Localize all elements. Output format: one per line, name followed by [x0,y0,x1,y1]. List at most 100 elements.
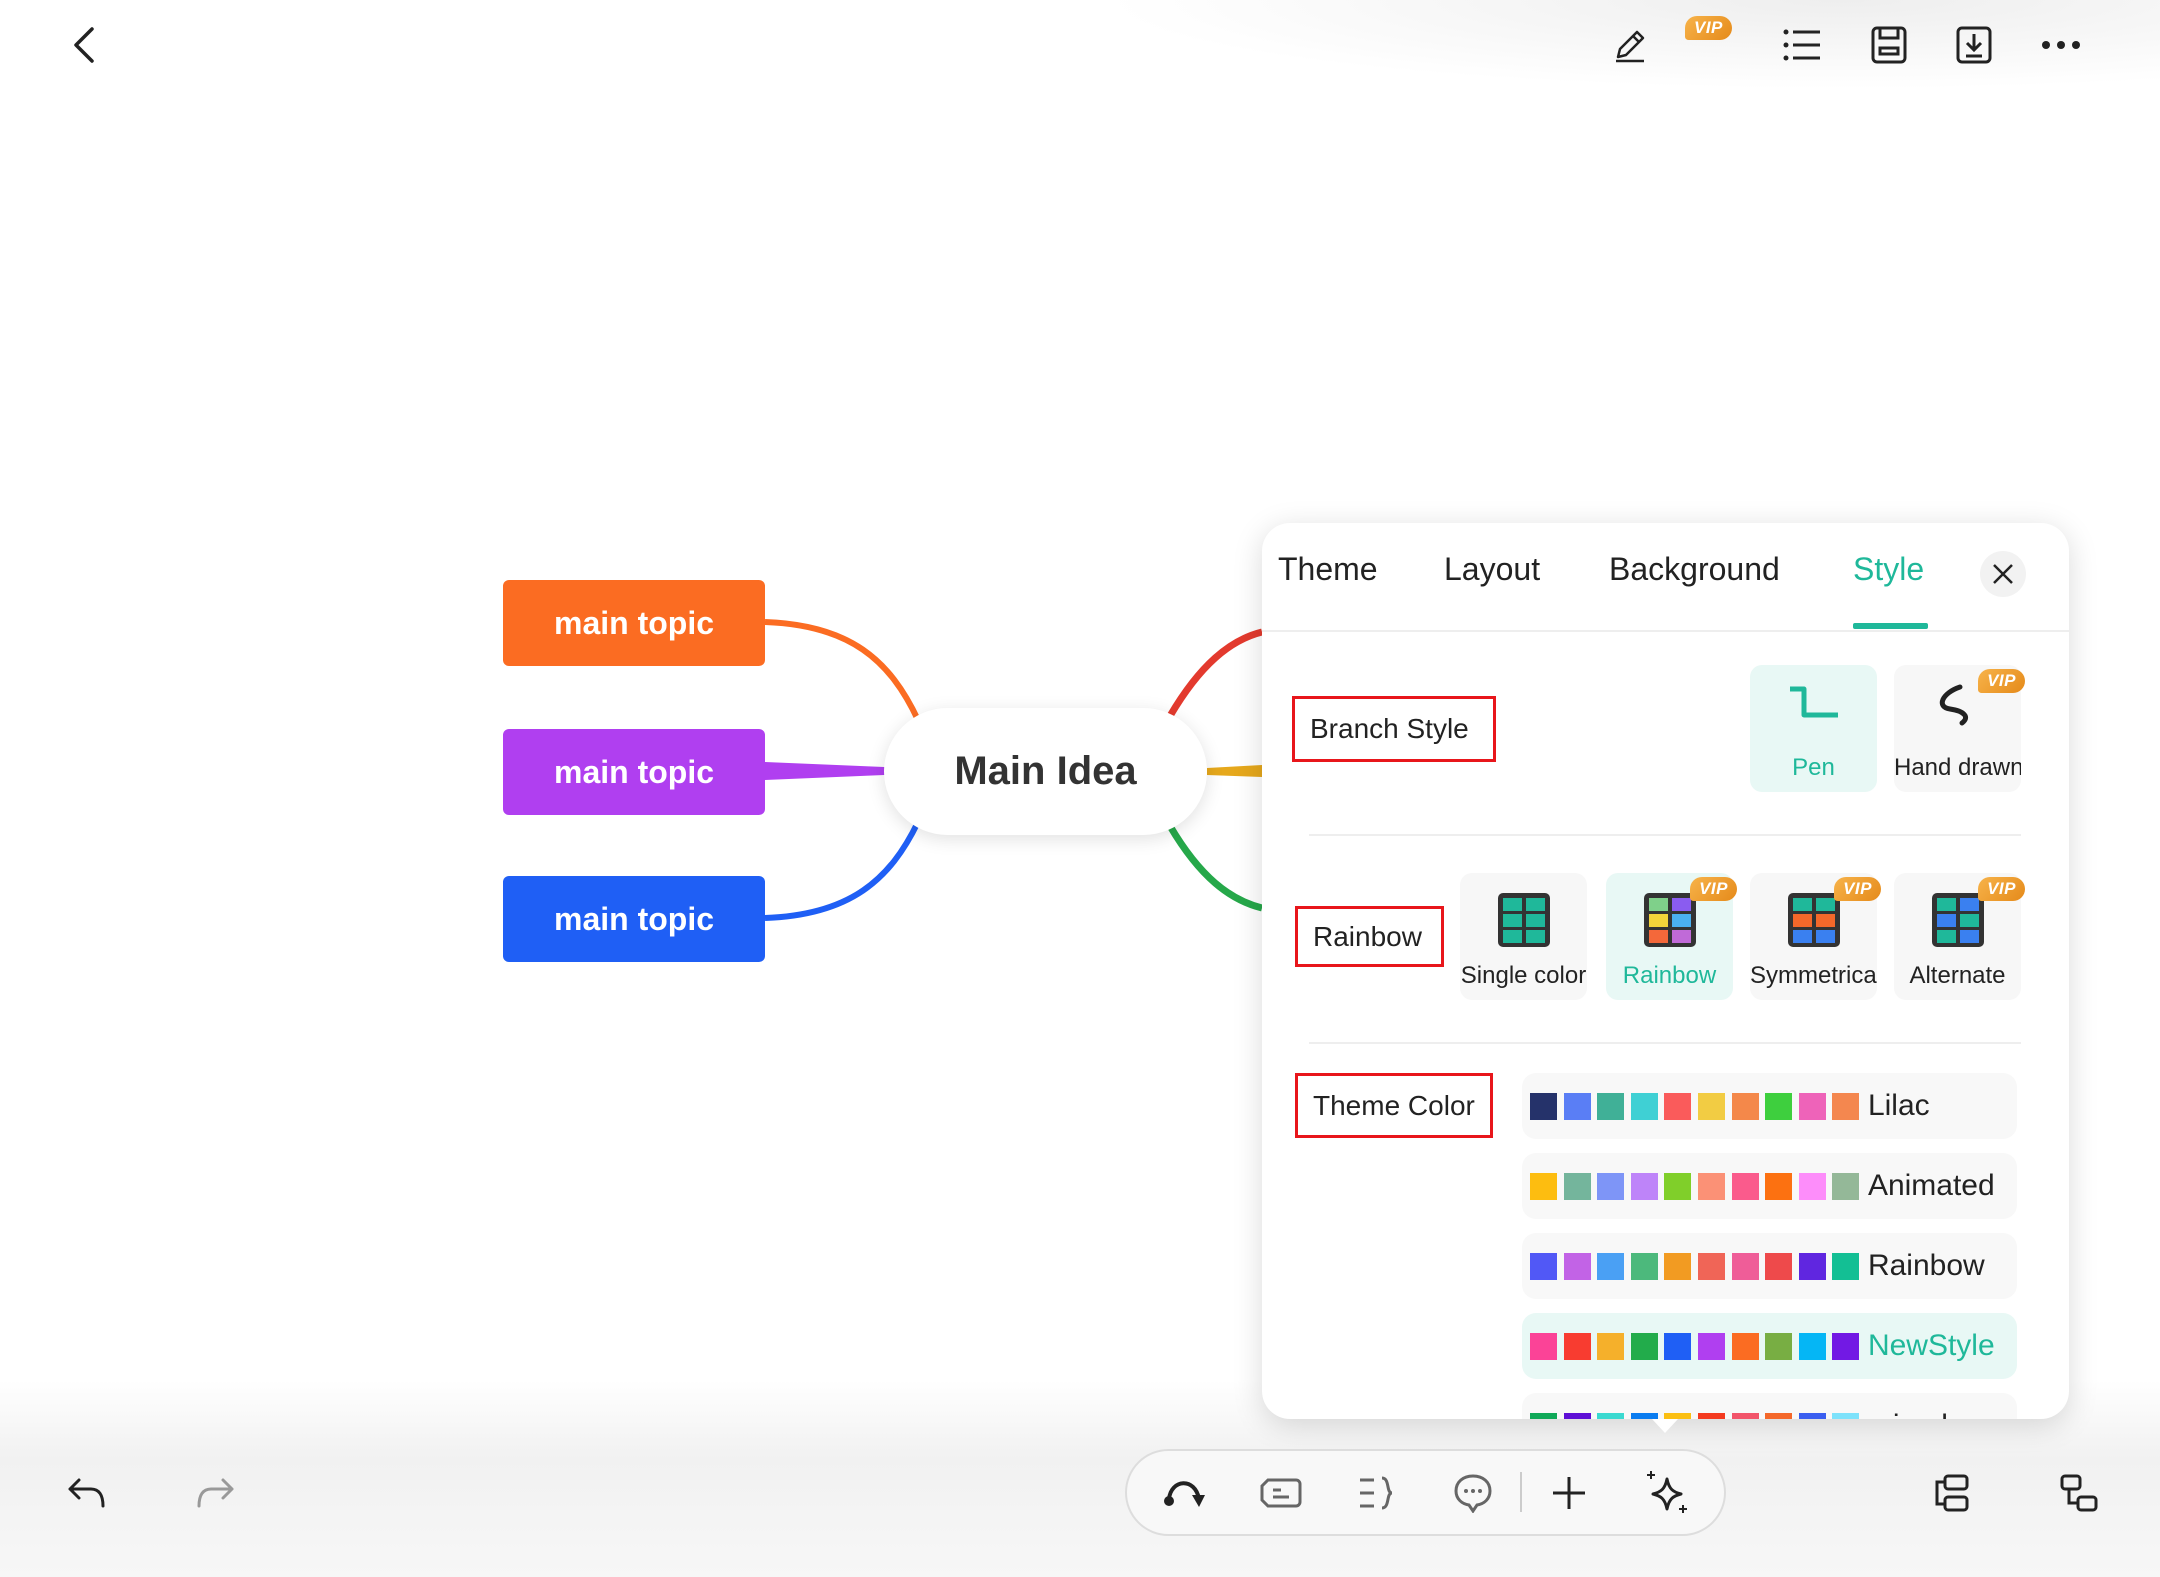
color-swatch [1798,1092,1826,1120]
main-topic-node[interactable]: main topic [503,876,765,962]
more-icon[interactable] [2039,25,2083,65]
vip-badge: VIP [1685,16,1732,40]
section-divider [1309,1042,2021,1044]
single-color-grid-icon [1497,893,1550,947]
color-swatch [1697,1172,1725,1200]
branch-style-label: Branch Style [1292,696,1496,762]
layout-sub-icon[interactable] [2057,1471,2101,1515]
redo-icon[interactable] [193,1471,237,1515]
tab-divider [1262,630,2069,632]
color-swatch [1731,1252,1759,1280]
rainbow-grid-icon [1643,893,1696,947]
color-swatch [1563,1172,1591,1200]
color-swatch [1697,1332,1725,1360]
layout-tree-icon[interactable] [1929,1471,1973,1515]
summary-icon[interactable] [1356,1471,1400,1515]
color-swatch [1563,1332,1591,1360]
hand-drawn-branch-icon [1939,684,1968,726]
color-swatch [1630,1332,1658,1360]
main-topic-node[interactable]: main topic [503,580,765,666]
color-swatch [1697,1252,1725,1280]
color-swatch [1530,1172,1557,1200]
close-icon [1993,564,2013,584]
branch-style-pen[interactable]: Pen [1750,665,1877,792]
branch-style-hand-drawn[interactable]: Hand drawn VIP [1894,665,2025,792]
add-icon[interactable] [1547,1471,1591,1515]
branch-flow-icon[interactable] [1163,1471,1207,1515]
comment-icon[interactable] [1451,1471,1495,1515]
color-swatch [1697,1092,1725,1120]
color-swatch [1731,1092,1759,1120]
rainbow-option-symmetrical[interactable]: Symmetrical VIP [1750,873,1881,1000]
color-swatch [1731,1412,1759,1419]
theme-color-option[interactable]: Animated [1522,1153,2017,1219]
theme-color-option[interactable]: Rainbow [1522,1233,2017,1299]
ai-sparkle-icon[interactable] [1644,1468,1690,1516]
tab-style[interactable]: Style [1853,551,1925,587]
color-swatch [1597,1172,1625,1200]
color-swatch [1765,1252,1793,1280]
rainbow-option-rainbow[interactable]: Rainbow VIP [1606,873,1737,1000]
vip-badge: VIP [1978,877,2025,901]
color-swatch [1832,1172,1860,1200]
branch-topic-3 [764,820,921,921]
close-button[interactable] [1980,551,2026,597]
color-swatch [1563,1252,1591,1280]
tab-theme[interactable]: Theme [1278,551,1378,587]
pen-icon[interactable] [1608,23,1652,67]
color-swatch [1731,1332,1759,1360]
color-swatch [1563,1412,1591,1419]
color-swatch [1530,1332,1557,1360]
color-swatch [1832,1332,1860,1360]
color-swatch [1832,1092,1860,1120]
color-swatch [1630,1252,1658,1280]
tab-background[interactable]: Background [1609,551,1780,587]
color-swatch [1765,1332,1793,1360]
palette-name: Rainbow [1867,1249,1985,1282]
topic-icon[interactable] [1259,1471,1303,1515]
style-panel: Theme Layout Background Style Branch Sty… [1262,523,2069,1419]
color-swatch [1798,1332,1826,1360]
theme-color-option[interactable]: Lilac [1522,1073,2017,1139]
color-swatch [1697,1412,1725,1419]
theme-color-option[interactable]: mixed [1522,1393,2017,1419]
color-swatch [1765,1412,1793,1419]
color-swatch [1630,1092,1658,1120]
color-swatch [1530,1252,1557,1280]
alternate-grid-icon [1931,893,1984,947]
color-swatch [1630,1412,1658,1419]
vip-badge: VIP [1690,877,1737,901]
rainbow-option-single-color[interactable]: Single color [1460,873,1587,1000]
color-swatch [1664,1172,1692,1200]
main-idea-node[interactable]: Main Idea [884,708,1207,835]
main-topic-node[interactable]: main topic [503,729,765,815]
branch-right-3 [1166,824,1263,912]
tab-layout[interactable]: Layout [1444,551,1541,587]
save-icon[interactable] [1867,23,1911,67]
download-icon[interactable] [1952,23,1996,67]
theme-color-label: Theme Color [1295,1073,1493,1138]
section-divider [1309,834,2021,836]
rainbow-label: Rainbow [1295,906,1444,967]
panel-pointer [1652,1419,1678,1433]
branch-right-1 [1166,628,1263,718]
color-swatch [1798,1252,1826,1280]
rainbow-option-alternate[interactable]: Alternate VIP [1894,873,2025,1000]
color-swatch [1597,1252,1625,1280]
color-swatch [1731,1172,1759,1200]
theme-color-option[interactable]: NewStyle [1522,1313,2017,1379]
color-swatch [1630,1172,1658,1200]
color-swatch [1765,1092,1793,1120]
toolbar-separator [1520,1472,1522,1512]
palette-name: NewStyle [1867,1329,1995,1362]
color-swatch [1765,1172,1793,1200]
bottom-toolbar [1125,1449,1726,1536]
undo-icon[interactable] [65,1471,109,1515]
color-swatch [1597,1092,1625,1120]
back-chevron-left-icon[interactable] [65,25,105,65]
color-swatch [1664,1332,1692,1360]
list-icon[interactable] [1780,25,1824,65]
color-swatch [1664,1092,1692,1120]
color-swatch [1530,1092,1557,1120]
color-swatch [1832,1412,1860,1419]
